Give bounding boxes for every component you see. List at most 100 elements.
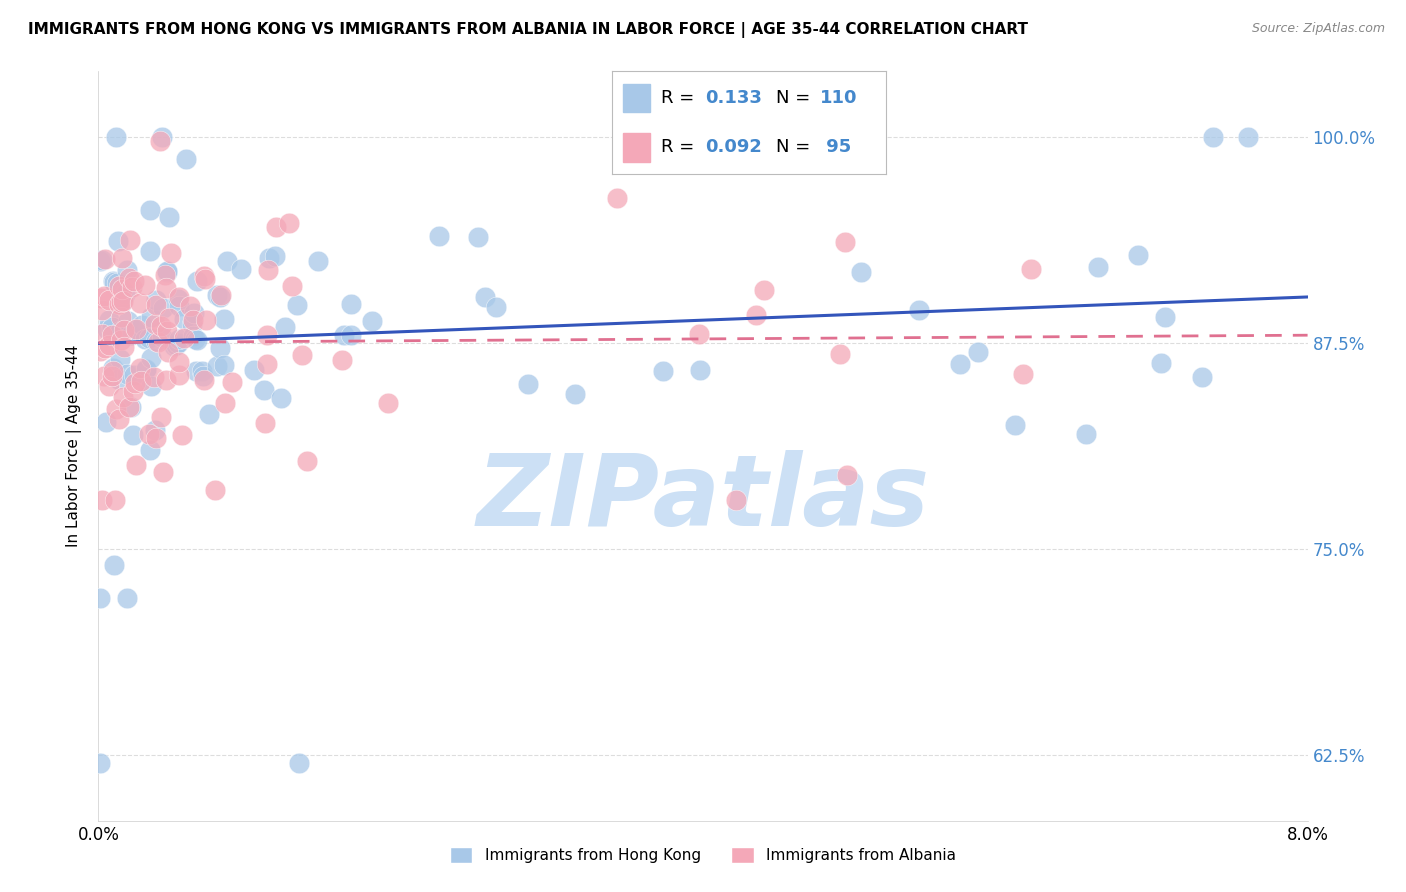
Point bbox=[96, 322, 118, 336]
Point bbox=[134, 278, 156, 293]
Point bbox=[129, 296, 152, 310]
Point bbox=[125, 458, 148, 473]
Text: N =: N = bbox=[776, 89, 815, 107]
Text: R =: R = bbox=[661, 138, 700, 156]
Point bbox=[112, 294, 135, 309]
Point bbox=[194, 312, 217, 326]
Y-axis label: In Labor Force | Age 35-44: In Labor Force | Age 35-44 bbox=[66, 345, 83, 547]
Point bbox=[191, 364, 214, 378]
Point bbox=[156, 264, 179, 278]
Point bbox=[108, 296, 131, 310]
Point bbox=[120, 328, 142, 343]
Point bbox=[908, 302, 931, 317]
Point bbox=[108, 324, 131, 338]
Point bbox=[181, 328, 204, 343]
Point bbox=[150, 329, 173, 343]
Point bbox=[159, 211, 181, 225]
Point bbox=[129, 375, 152, 389]
Point bbox=[112, 340, 135, 354]
Point bbox=[89, 254, 111, 268]
Point bbox=[1191, 370, 1213, 384]
Point bbox=[110, 297, 132, 311]
Point bbox=[288, 756, 311, 770]
Point bbox=[103, 275, 125, 289]
Point bbox=[652, 364, 675, 378]
Point bbox=[377, 396, 399, 410]
Point bbox=[184, 364, 207, 378]
Point bbox=[105, 277, 128, 291]
Point bbox=[1150, 356, 1173, 370]
Point bbox=[280, 279, 302, 293]
Point bbox=[427, 228, 450, 243]
Point bbox=[207, 288, 229, 302]
Point bbox=[93, 368, 115, 383]
Point bbox=[135, 363, 157, 377]
Point bbox=[264, 249, 287, 263]
Text: N =: N = bbox=[776, 138, 815, 156]
Point bbox=[107, 412, 129, 426]
Point bbox=[564, 387, 586, 401]
Point bbox=[287, 298, 309, 312]
Point bbox=[181, 313, 204, 327]
Point bbox=[256, 358, 278, 372]
Point bbox=[97, 293, 120, 308]
Point bbox=[111, 252, 134, 266]
Point bbox=[89, 756, 111, 770]
Point bbox=[229, 262, 252, 277]
Point bbox=[118, 233, 141, 247]
Point bbox=[256, 327, 278, 342]
Point bbox=[150, 130, 173, 145]
Point bbox=[122, 428, 145, 442]
Point bbox=[139, 310, 162, 325]
Point bbox=[156, 344, 179, 359]
Point bbox=[101, 369, 124, 384]
Point bbox=[180, 317, 202, 331]
Point bbox=[253, 383, 276, 397]
Point bbox=[138, 426, 160, 441]
Point bbox=[103, 558, 125, 573]
Text: 0.092: 0.092 bbox=[704, 138, 762, 156]
Point bbox=[1126, 248, 1149, 262]
Point bbox=[179, 299, 201, 313]
Point bbox=[163, 339, 186, 353]
Point bbox=[257, 251, 280, 265]
Point bbox=[145, 293, 167, 308]
Point bbox=[91, 326, 114, 341]
Point bbox=[138, 331, 160, 345]
Point bbox=[90, 291, 112, 305]
Point bbox=[145, 334, 167, 348]
Point bbox=[208, 290, 231, 304]
Point bbox=[121, 280, 143, 294]
Point bbox=[194, 272, 217, 286]
Point bbox=[205, 359, 228, 373]
Point bbox=[270, 391, 292, 405]
Point bbox=[107, 278, 129, 293]
Point bbox=[138, 202, 160, 217]
Point bbox=[97, 338, 120, 352]
Point bbox=[253, 416, 276, 430]
Point bbox=[1236, 130, 1258, 145]
Point bbox=[339, 327, 361, 342]
Point bbox=[152, 301, 174, 315]
Point bbox=[1202, 130, 1225, 145]
Point bbox=[155, 373, 177, 387]
Point bbox=[124, 376, 146, 391]
Point bbox=[330, 352, 353, 367]
Point bbox=[167, 332, 190, 346]
Point bbox=[184, 332, 207, 346]
Point bbox=[124, 323, 146, 337]
Point bbox=[120, 400, 142, 414]
Point bbox=[257, 262, 280, 277]
Point bbox=[688, 326, 710, 341]
Point bbox=[149, 134, 172, 148]
Point bbox=[214, 395, 236, 409]
Point bbox=[128, 361, 150, 376]
Point bbox=[176, 152, 198, 166]
Point bbox=[107, 234, 129, 248]
Point bbox=[90, 492, 112, 507]
Point bbox=[117, 313, 139, 327]
Point bbox=[142, 370, 165, 384]
Point bbox=[101, 328, 124, 343]
Point bbox=[837, 468, 859, 483]
Point bbox=[121, 384, 143, 399]
